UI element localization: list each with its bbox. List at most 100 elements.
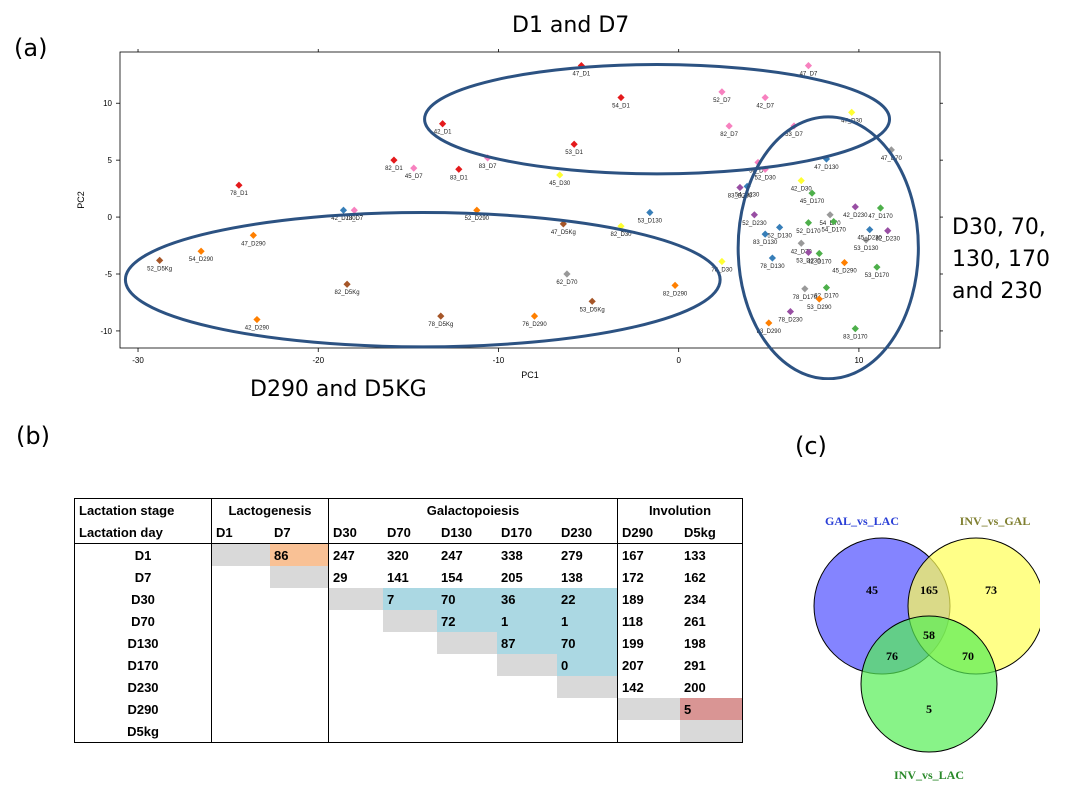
data-point: 52_D290	[465, 206, 490, 222]
venn-count-only_b: 73	[985, 583, 997, 597]
data-point: 82_D7	[720, 122, 739, 138]
data-point: 54_D70	[820, 211, 841, 227]
data-point: 53_D130	[854, 236, 879, 252]
point-marker	[804, 219, 813, 227]
row-label: D130	[74, 632, 212, 654]
data-point: 78_D170	[793, 285, 818, 301]
empty-cell	[557, 720, 618, 743]
point-label: 62_D70	[556, 280, 578, 286]
row-label: D5kg	[74, 720, 212, 743]
empty-cell	[329, 698, 384, 720]
point-marker	[750, 211, 758, 219]
point-marker	[815, 295, 823, 303]
value-cell: 199	[622, 635, 644, 651]
point-label: 78_D30	[711, 267, 733, 273]
y-tick-label: 5	[108, 156, 113, 165]
row-label: D170	[74, 654, 212, 676]
point-label: 45_D290	[832, 269, 857, 275]
value-cell: 7	[383, 588, 437, 610]
data-point: 53_D170	[865, 263, 890, 279]
point-marker	[830, 218, 838, 226]
value-cell: 0	[557, 654, 618, 676]
empty-cell	[211, 543, 270, 566]
point-marker	[822, 155, 831, 163]
point-label: 78_D1	[230, 191, 248, 197]
point-label: 53_D170	[865, 273, 890, 279]
data-point: 47_D290	[241, 231, 266, 247]
empty-cell	[270, 698, 329, 720]
header-day-D290: D290	[617, 521, 680, 544]
empty-cell	[328, 588, 383, 610]
value-cell: 70	[437, 588, 497, 610]
data-point: 42_D7	[756, 93, 775, 110]
plot-frame	[119, 51, 941, 349]
point-marker	[718, 257, 726, 266]
empty-cell	[383, 720, 437, 743]
point-label: 45_D7	[405, 174, 423, 180]
point-marker	[804, 248, 813, 256]
row-label: D70	[74, 610, 212, 632]
point-marker	[797, 177, 805, 185]
point-label: 42_D70	[791, 249, 813, 255]
value-cell: 5	[680, 698, 743, 720]
header-day-D5kg: D5kg	[680, 521, 743, 544]
header-involution: Involution	[617, 498, 743, 521]
point-marker	[822, 284, 831, 292]
point-marker	[804, 62, 813, 70]
data-point: 47_D170	[868, 204, 893, 220]
value-cell: 261	[680, 610, 743, 632]
point-marker	[801, 285, 809, 293]
point-label: 83_D230	[728, 193, 753, 199]
value-cell: 234	[680, 588, 743, 610]
empty-cell	[212, 654, 271, 676]
data-point: 52_D230	[742, 211, 767, 227]
point-marker	[815, 249, 823, 258]
row-label: D290	[74, 698, 212, 720]
point-label: 76_D290	[522, 322, 547, 328]
point-label: 78_D7	[345, 216, 363, 222]
value-cell: 167	[622, 547, 644, 563]
empty-cell	[437, 632, 497, 654]
point-marker	[797, 239, 805, 247]
row-label: D7	[74, 566, 212, 588]
point-marker	[617, 93, 625, 102]
empty-cell	[212, 698, 271, 720]
x-tick-label: -30	[132, 356, 144, 365]
point-label: 82_D230	[876, 237, 901, 243]
point-marker	[438, 120, 447, 128]
value-cell: 189	[622, 591, 644, 607]
data-point: 83_D230	[728, 183, 753, 199]
data-point: 42_D290	[245, 315, 270, 332]
point-label: 47_D5Kg	[551, 230, 576, 236]
value-cell: 205	[501, 569, 523, 585]
empty-cell	[328, 720, 383, 743]
point-marker	[876, 204, 885, 212]
header-day-D130: D130	[437, 521, 497, 544]
row-label: D230	[74, 676, 212, 698]
point-marker	[851, 325, 859, 333]
data-point: 54_D1	[612, 93, 631, 110]
empty-cell	[437, 720, 497, 743]
empty-cell	[329, 676, 384, 698]
data-point: 76_D290	[522, 312, 547, 328]
point-marker	[848, 108, 856, 116]
data-point: 52_D130	[767, 223, 792, 239]
empty-cell	[212, 610, 271, 632]
empty-cell	[270, 720, 329, 743]
point-label: 78_D130	[760, 264, 785, 270]
point-marker	[339, 206, 348, 214]
venn-count-only_a: 45	[866, 583, 878, 597]
ellipse-mid-stages	[736, 115, 920, 380]
point-marker	[570, 140, 578, 148]
venn-count-abc: 58	[923, 628, 935, 642]
point-label: 78_D170	[793, 295, 818, 301]
point-marker	[765, 319, 773, 327]
data-point: 82_D230	[876, 227, 901, 243]
cluster-label-mid-line: D30, 70,	[952, 215, 1046, 240]
data-point: 45_D230	[858, 226, 883, 242]
venn-set-label: INV_vs_LAC	[894, 768, 964, 782]
empty-cell	[270, 588, 329, 610]
header-galactopoiesis: Galactopoiesis	[328, 498, 618, 521]
point-marker	[862, 236, 870, 244]
data-point: 78_D230	[778, 307, 803, 324]
